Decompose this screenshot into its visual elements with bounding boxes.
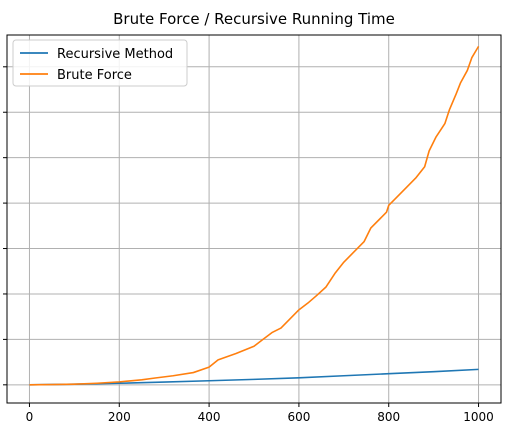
x-tick-label: 200 — [108, 410, 131, 424]
legend: Recursive Method Brute Force — [12, 39, 188, 87]
x-tick-label: 1000 — [463, 410, 494, 424]
series-line-brute-force — [29, 45, 480, 386]
x-tick-label: 0 — [26, 410, 34, 424]
y-axis — [3, 66, 7, 386]
legend-label: Brute Force — [57, 68, 132, 83]
plot-frame — [6, 34, 502, 404]
x-tick-label: 600 — [287, 410, 310, 424]
x-axis: 0 200 400 600 800 1000 — [26, 403, 494, 424]
legend-label: Recursive Method — [57, 47, 173, 62]
legend-frame — [12, 39, 188, 87]
grid — [7, 35, 501, 403]
x-tick-label: 400 — [198, 410, 221, 424]
x-tick-label: 800 — [377, 410, 400, 424]
chart-title: Brute Force / Recursive Running Time — [113, 10, 395, 28]
series-group — [29, 45, 480, 386]
